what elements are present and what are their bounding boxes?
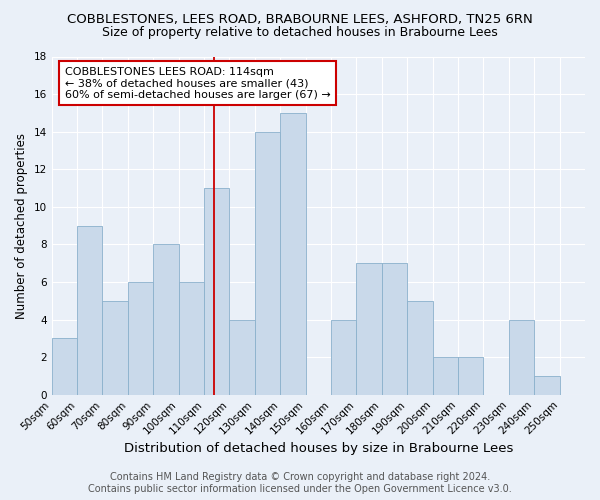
Bar (103, 301, 128, 395)
Bar (179, 282, 204, 395)
Bar (407, 301, 433, 395)
Y-axis label: Number of detached properties: Number of detached properties (15, 132, 28, 318)
Bar (77, 226, 103, 395)
Bar (153, 244, 179, 395)
Bar (229, 320, 255, 395)
Bar (128, 282, 153, 395)
Bar (509, 320, 534, 395)
Bar (204, 188, 229, 395)
Bar (382, 263, 407, 395)
Bar (52, 338, 77, 395)
X-axis label: Distribution of detached houses by size in Brabourne Lees: Distribution of detached houses by size … (124, 442, 513, 455)
Bar (331, 320, 356, 395)
Bar (534, 376, 560, 395)
Bar (356, 263, 382, 395)
Bar (255, 132, 280, 395)
Text: COBBLESTONES, LEES ROAD, BRABOURNE LEES, ASHFORD, TN25 6RN: COBBLESTONES, LEES ROAD, BRABOURNE LEES,… (67, 12, 533, 26)
Bar (280, 113, 305, 395)
Bar (433, 357, 458, 395)
Text: Size of property relative to detached houses in Brabourne Lees: Size of property relative to detached ho… (102, 26, 498, 39)
Bar (458, 357, 484, 395)
Text: Contains HM Land Registry data © Crown copyright and database right 2024.
Contai: Contains HM Land Registry data © Crown c… (88, 472, 512, 494)
Text: COBBLESTONES LEES ROAD: 114sqm
← 38% of detached houses are smaller (43)
60% of : COBBLESTONES LEES ROAD: 114sqm ← 38% of … (65, 66, 331, 100)
